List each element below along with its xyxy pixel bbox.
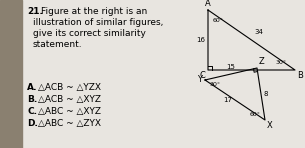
Text: C: C [199, 71, 205, 80]
Text: B.: B. [27, 95, 37, 104]
Text: Y: Y [197, 74, 202, 83]
Text: △ABC ~ △XYZ: △ABC ~ △XYZ [38, 107, 101, 116]
Text: 30°: 30° [210, 82, 221, 87]
Text: D.: D. [27, 119, 38, 128]
Text: 60°: 60° [250, 112, 261, 117]
Text: Figure at the right is an: Figure at the right is an [41, 7, 147, 16]
Text: A.: A. [27, 83, 38, 92]
Text: 34: 34 [254, 29, 263, 35]
Text: give its correct similarity: give its correct similarity [33, 29, 146, 38]
Text: △ACB ~ △YZX: △ACB ~ △YZX [38, 83, 101, 92]
Text: 8: 8 [264, 91, 268, 97]
Text: 60°: 60° [213, 18, 224, 23]
Text: 16: 16 [196, 37, 205, 43]
Text: 17: 17 [223, 97, 232, 103]
Text: 15: 15 [227, 64, 235, 70]
Bar [0, 0, 22, 148]
Text: C.: C. [27, 107, 37, 116]
Text: 30°: 30° [276, 60, 287, 65]
Text: illustration of similar figures,: illustration of similar figures, [33, 18, 163, 27]
Text: △ABC ~ △ZYX: △ABC ~ △ZYX [38, 119, 101, 128]
Text: statement.: statement. [33, 40, 83, 49]
Text: A: A [205, 0, 211, 8]
Text: B: B [297, 71, 303, 80]
Text: Z: Z [259, 57, 265, 66]
Text: △ACB ~ △XYZ: △ACB ~ △XYZ [38, 95, 101, 104]
Text: X: X [267, 121, 273, 130]
Text: 21.: 21. [27, 7, 43, 16]
